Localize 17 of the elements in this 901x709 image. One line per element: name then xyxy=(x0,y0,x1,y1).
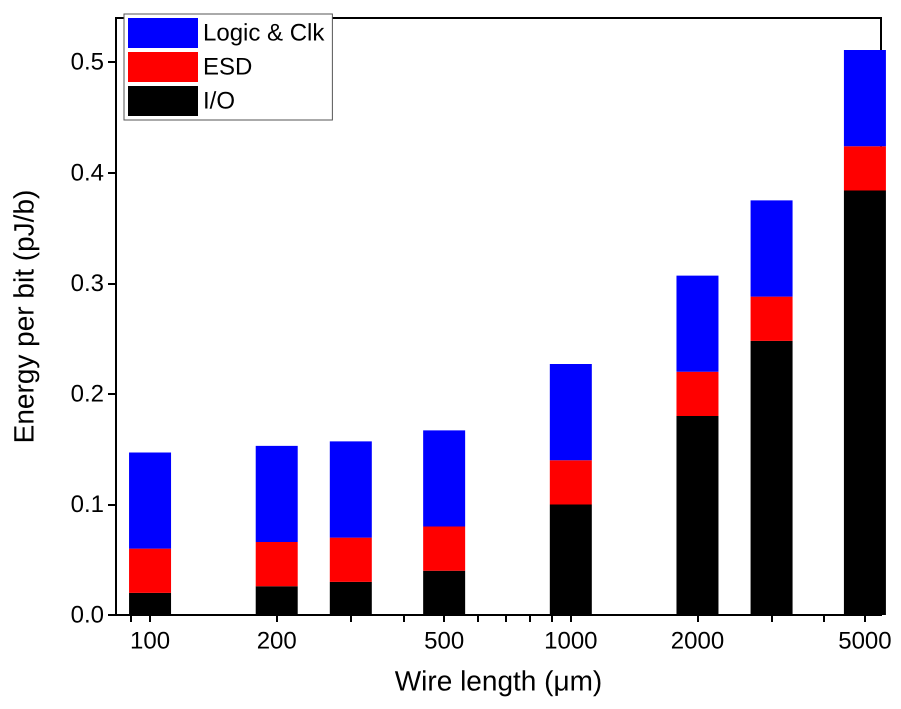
x-tick-label: 100 xyxy=(130,628,170,654)
x-tick-label: 1000 xyxy=(544,628,598,654)
x-axis-title: Wire length (μm) xyxy=(394,666,602,696)
x-tick-label: 5000 xyxy=(838,628,892,654)
x-tick-label: 200 xyxy=(256,628,297,654)
y-axis-title: Energy per bit (pJ/b) xyxy=(8,190,40,444)
y-tick-label: 0.2 xyxy=(70,380,104,408)
x-tick-label: 2000 xyxy=(670,628,724,654)
x-tick-label: 500 xyxy=(424,628,464,654)
y-tick-label: 0.1 xyxy=(70,490,104,518)
legend-label: I/O xyxy=(203,88,236,114)
legend-label: Logic & Clk xyxy=(203,20,326,46)
y-tick-label: 0.4 xyxy=(70,159,104,186)
y-tick-label: 0.0 xyxy=(70,602,104,628)
y-tick-label: 0.3 xyxy=(70,270,104,297)
legend-label: ESD xyxy=(203,54,252,80)
y-tick-label: 0.5 xyxy=(70,48,104,76)
